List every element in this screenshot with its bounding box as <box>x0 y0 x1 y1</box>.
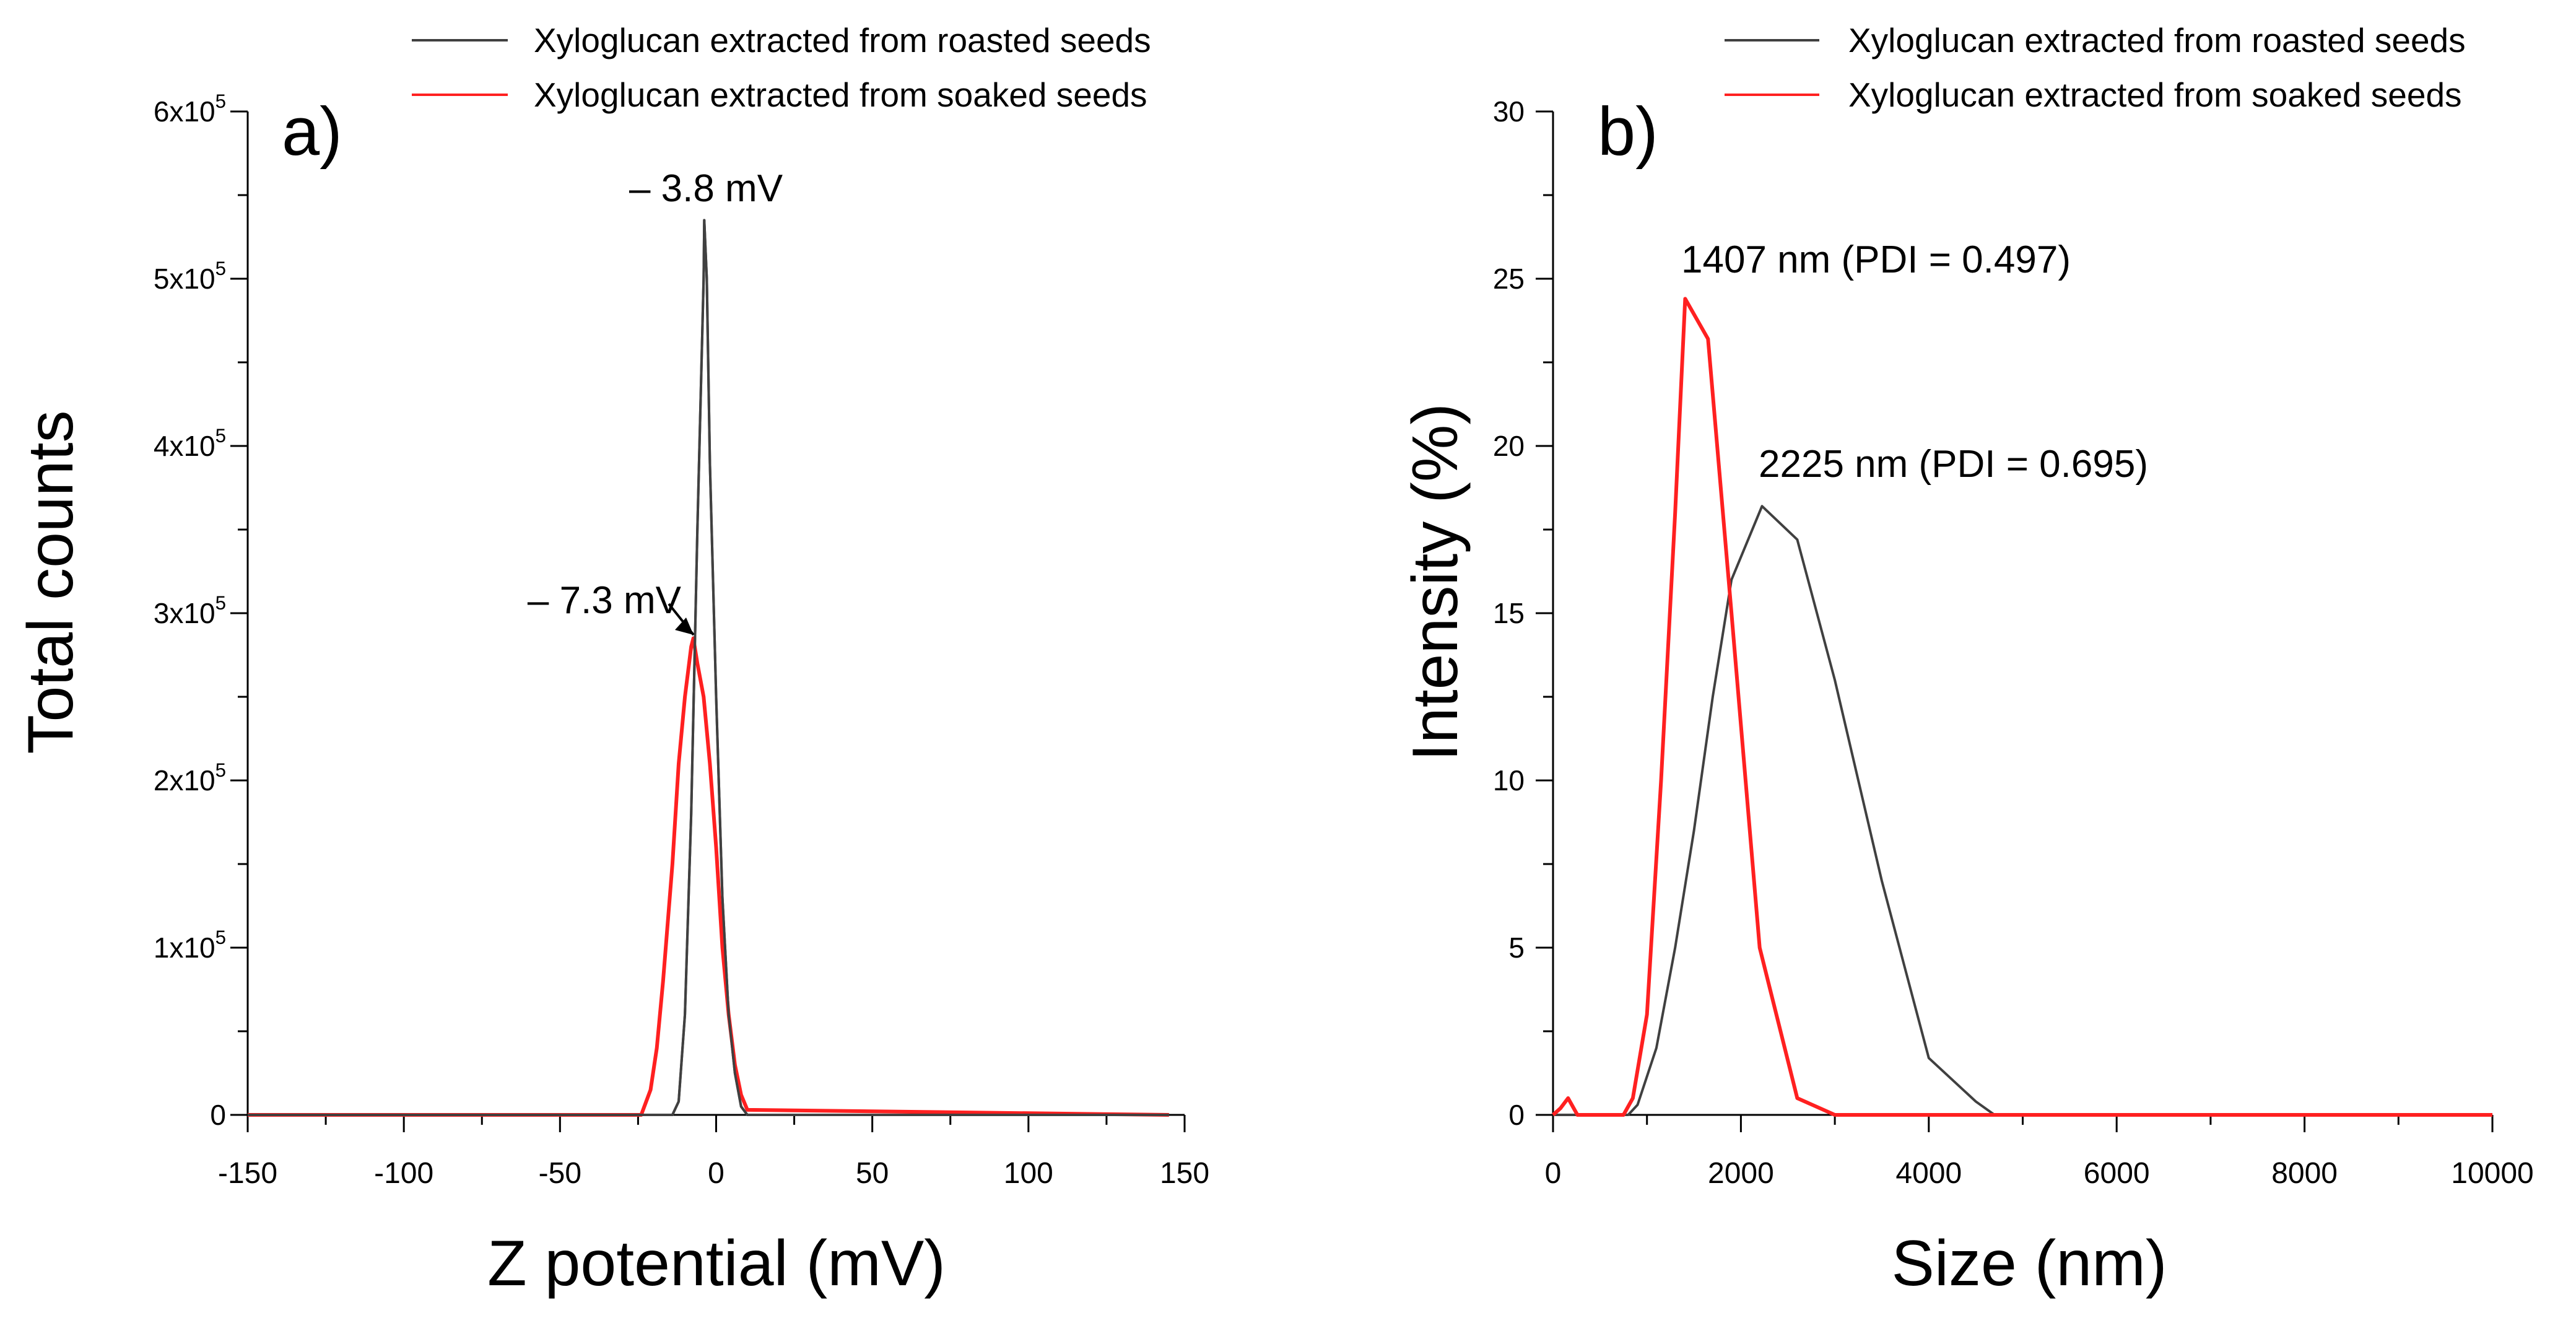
chart-b-size-distribution: 0 2000 4000 6000 8000 10000 0 5 10 15 20 25 30 Size (… <box>1399 21 2534 1299</box>
tick-exponent: 5 <box>215 927 226 948</box>
chart-b-x-tick-label: 4000 <box>1895 1157 1962 1190</box>
chart-a-annotation-1: – 3.8 mV <box>629 167 783 210</box>
chart-b-x-tick-label: 10000 <box>2451 1157 2533 1190</box>
chart-b-y-tick-label: 15 <box>1493 597 1525 629</box>
chart-b-x-tick-label: 2000 <box>1708 1157 1774 1190</box>
chart-b-y-tick-label: 20 <box>1493 430 1525 462</box>
chart-a-y-axis-title: Total counts <box>15 411 87 754</box>
tick-base: 2x10 <box>154 764 215 797</box>
chart-a-y-tick-label: 1x105 <box>154 927 226 964</box>
chart-b-legend-label-1: Xyloglucan extracted from roasted seeds <box>1848 21 2466 59</box>
chart-a-x-tick-label: 0 <box>708 1157 724 1190</box>
chart-a-series-line-2 <box>248 636 1169 1117</box>
chart-a-y-tick-label: 6x105 <box>154 90 226 128</box>
chart-a-legend-label-1: Xyloglucan extracted from roasted seeds <box>534 21 1151 59</box>
chart-b-x-tick-label: 6000 <box>2084 1157 2150 1190</box>
chart-a-legend-label-2: Xyloglucan extracted from soaked seeds <box>534 76 1147 114</box>
chart-b-x-tick-label: 8000 <box>2271 1157 2338 1190</box>
chart-a-x-tick-label: 50 <box>856 1157 889 1190</box>
tick-base: 6x10 <box>154 95 215 128</box>
chart-b-annotation-2: 2225 nm (PDI = 0.695) <box>1759 443 2148 486</box>
chart-b-x-tick-label: 0 <box>1545 1157 1562 1190</box>
chart-a-y-tick-label: 5x105 <box>154 258 226 295</box>
tick-base: 0 <box>210 1099 226 1131</box>
chart-b-y-tick-label: 25 <box>1493 263 1525 295</box>
chart-b-panel-label: b) <box>1598 94 1658 170</box>
chart-a-y-tick-label: 4x105 <box>154 425 226 462</box>
chart-a-panel-label: a) <box>282 94 342 170</box>
chart-a-z-potential: -150 -100 -50 0 50 100 15001x1052x1053x1054x10… <box>15 21 1209 1299</box>
tick-exponent: 5 <box>215 90 226 112</box>
chart-a-y-tick-label: 3x105 <box>154 592 226 629</box>
chart-a-annotation-2: – 7.3 mV <box>528 579 682 622</box>
chart-a-y-tick-label: 0 <box>210 1099 226 1131</box>
chart-b-y-tick-label: 10 <box>1493 764 1525 797</box>
chart-b-x-axis-title: Size (nm) <box>1892 1228 2167 1299</box>
chart-a-x-tick-label: 100 <box>1004 1157 1053 1190</box>
chart-b-y-tick-label: 5 <box>1508 932 1525 964</box>
chart-a-y-tick-label: 2x105 <box>154 759 226 797</box>
tick-exponent: 5 <box>215 759 226 781</box>
chart-b-annotation-1: 1407 nm (PDI = 0.497) <box>1681 238 2071 281</box>
chart-b-y-axis-title: Intensity (%) <box>1399 403 1471 761</box>
tick-base: 1x10 <box>154 932 215 964</box>
tick-exponent: 5 <box>215 425 226 447</box>
chart-a-x-axis-title: Z potential (mV) <box>487 1228 946 1299</box>
tick-base: 4x10 <box>154 430 215 462</box>
chart-a-x-tick-label: -50 <box>539 1157 581 1190</box>
chart-b-series-line-2 <box>1552 297 2492 1117</box>
chart-a-x-tick-label: 150 <box>1160 1157 1209 1190</box>
tick-exponent: 5 <box>215 592 226 614</box>
chart-b-y-tick-label: 0 <box>1508 1099 1525 1131</box>
chart-a-series-line-1-overlay <box>248 219 1169 1116</box>
chart-b-y-tick-label: 30 <box>1493 95 1525 128</box>
tick-base: 3x10 <box>154 597 215 629</box>
chart-b-legend-label-2: Xyloglucan extracted from soaked seeds <box>1848 76 2462 114</box>
tick-exponent: 5 <box>215 258 226 279</box>
chart-b-series-line-1 <box>1553 505 2492 1116</box>
chart-a-annotation-arrowhead <box>675 618 694 635</box>
chart-a-x-tick-label: -100 <box>374 1157 433 1190</box>
chart-a-x-tick-label: -150 <box>218 1157 277 1190</box>
tick-base: 5x10 <box>154 263 215 295</box>
